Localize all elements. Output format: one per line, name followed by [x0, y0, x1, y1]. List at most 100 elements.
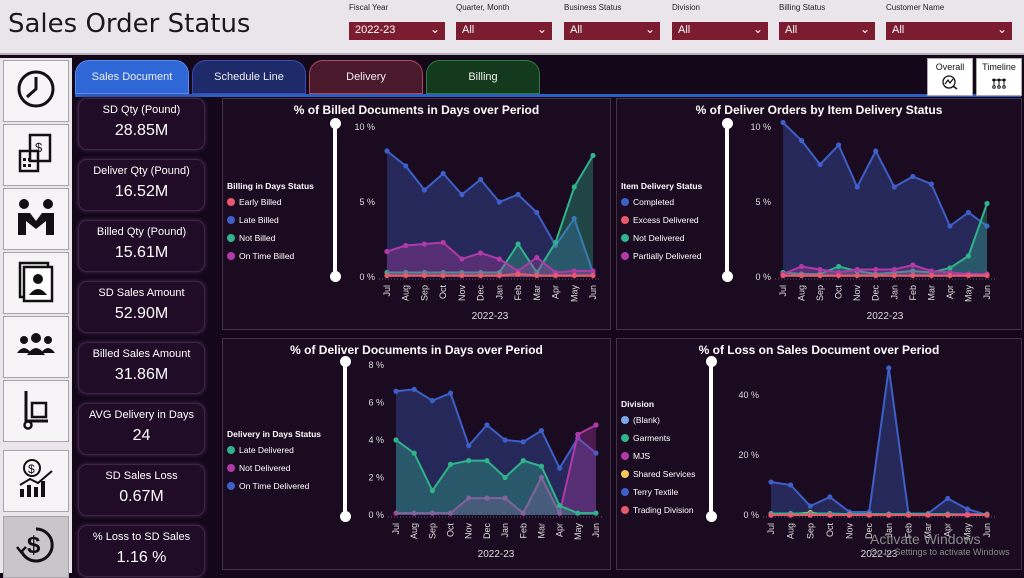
filter-dropdown[interactable]: All ⌄	[456, 22, 552, 40]
range-slider-track[interactable]	[343, 361, 347, 517]
slider-handle-bottom[interactable]	[721, 271, 733, 282]
data-point[interactable]	[807, 503, 813, 509]
slider-handle-bottom[interactable]	[339, 511, 351, 522]
data-point[interactable]	[593, 422, 599, 428]
data-point[interactable]	[429, 510, 435, 516]
filter-0[interactable]: Fiscal Year 2022-23 ⌄	[349, 3, 445, 40]
legend-item[interactable]: Not Delivered	[227, 463, 321, 473]
legend-item[interactable]: Not Delivered	[621, 233, 702, 243]
slider-handle-bottom[interactable]	[329, 271, 341, 282]
legend-item[interactable]: Trading Division	[621, 505, 695, 515]
range-slider-track[interactable]	[725, 123, 729, 277]
sidebar-nav-button[interactable]	[3, 188, 69, 250]
slider-handle-top[interactable]	[705, 356, 717, 367]
legend-item[interactable]: On Time Billed	[227, 251, 314, 261]
data-point[interactable]	[496, 272, 502, 279]
legend-item[interactable]: Late Delivered	[227, 445, 321, 455]
data-point[interactable]	[478, 272, 484, 279]
data-point[interactable]	[891, 184, 897, 190]
data-point[interactable]	[466, 458, 472, 464]
data-point[interactable]	[817, 272, 823, 279]
data-point[interactable]	[557, 465, 563, 471]
filter-1[interactable]: Quarter, Month All ⌄	[456, 3, 552, 40]
data-point[interactable]	[515, 241, 521, 247]
timeline-button[interactable]: Timeline	[976, 58, 1022, 96]
tab-schedule-line[interactable]: Schedule Line	[192, 60, 306, 94]
data-point[interactable]	[515, 191, 521, 198]
data-point[interactable]	[447, 510, 454, 516]
data-point[interactable]	[910, 268, 916, 274]
slider-handle-top[interactable]	[339, 356, 351, 367]
data-point[interactable]	[910, 173, 916, 180]
slider-handle-top[interactable]	[329, 118, 341, 129]
data-point[interactable]	[440, 239, 446, 246]
data-point[interactable]	[846, 512, 853, 518]
data-point[interactable]	[484, 422, 490, 428]
legend-item[interactable]: Garments	[621, 433, 695, 443]
data-point[interactable]	[538, 428, 545, 434]
legend-item[interactable]: Not Billed	[227, 233, 314, 243]
data-point[interactable]	[520, 439, 526, 445]
tab-billing[interactable]: Billing	[426, 60, 540, 94]
data-point[interactable]	[964, 506, 970, 512]
data-point[interactable]	[429, 398, 435, 404]
data-point[interactable]	[947, 272, 953, 279]
data-point[interactable]	[836, 142, 842, 148]
sidebar-nav-button[interactable]	[3, 252, 69, 314]
legend-item[interactable]: Completed	[621, 197, 702, 207]
data-point[interactable]	[534, 209, 540, 216]
data-point[interactable]	[928, 181, 934, 187]
data-point[interactable]	[520, 510, 526, 516]
data-point[interactable]	[421, 272, 428, 279]
sidebar-nav-button[interactable]	[3, 60, 69, 122]
data-point[interactable]	[780, 272, 786, 279]
data-point[interactable]	[403, 163, 409, 169]
data-point[interactable]	[768, 479, 774, 485]
data-point[interactable]	[928, 268, 934, 274]
data-point[interactable]	[910, 272, 916, 279]
data-point[interactable]	[534, 272, 540, 279]
data-point[interactable]	[891, 272, 897, 279]
filter-dropdown[interactable]: All ⌄	[779, 22, 875, 40]
legend-item[interactable]: Late Billed	[227, 215, 314, 225]
data-point[interactable]	[571, 268, 577, 274]
data-point[interactable]	[873, 272, 879, 279]
data-point[interactable]	[478, 250, 484, 256]
data-point[interactable]	[538, 474, 545, 481]
data-point[interactable]	[593, 510, 599, 516]
data-point[interactable]	[590, 268, 596, 274]
data-point[interactable]	[925, 512, 931, 518]
legend-item[interactable]: MJS	[621, 451, 695, 461]
tab-delivery[interactable]: Delivery	[309, 60, 423, 94]
data-point[interactable]	[557, 503, 563, 509]
tab-sales-document[interactable]: Sales Document	[75, 60, 189, 94]
filter-3[interactable]: Division All ⌄	[672, 3, 768, 40]
sidebar-nav-button[interactable]: $	[3, 124, 69, 186]
data-point[interactable]	[827, 494, 833, 500]
sidebar-nav-button[interactable]	[3, 316, 69, 378]
overall-button[interactable]: Overall	[927, 58, 973, 96]
legend-item[interactable]: (Blank)	[621, 415, 695, 425]
data-point[interactable]	[429, 488, 435, 494]
data-point[interactable]	[411, 386, 417, 392]
data-point[interactable]	[590, 152, 596, 159]
range-slider-track[interactable]	[333, 123, 337, 277]
data-point[interactable]	[984, 512, 990, 518]
data-point[interactable]	[502, 474, 508, 481]
sidebar-nav-button[interactable]	[3, 380, 69, 442]
data-point[interactable]	[590, 272, 596, 279]
data-point[interactable]	[836, 263, 842, 270]
data-point[interactable]	[965, 209, 972, 216]
data-point[interactable]	[459, 272, 465, 279]
filter-dropdown[interactable]: All ⌄	[672, 22, 768, 40]
data-point[interactable]	[575, 510, 581, 516]
legend-item[interactable]: On Time Delivered	[227, 481, 321, 491]
data-point[interactable]	[575, 431, 581, 437]
data-point[interactable]	[552, 272, 559, 279]
data-point[interactable]	[965, 253, 972, 259]
data-point[interactable]	[384, 148, 390, 154]
data-point[interactable]	[411, 510, 417, 516]
data-point[interactable]	[384, 248, 390, 255]
data-point[interactable]	[502, 495, 508, 501]
data-point[interactable]	[788, 512, 794, 518]
